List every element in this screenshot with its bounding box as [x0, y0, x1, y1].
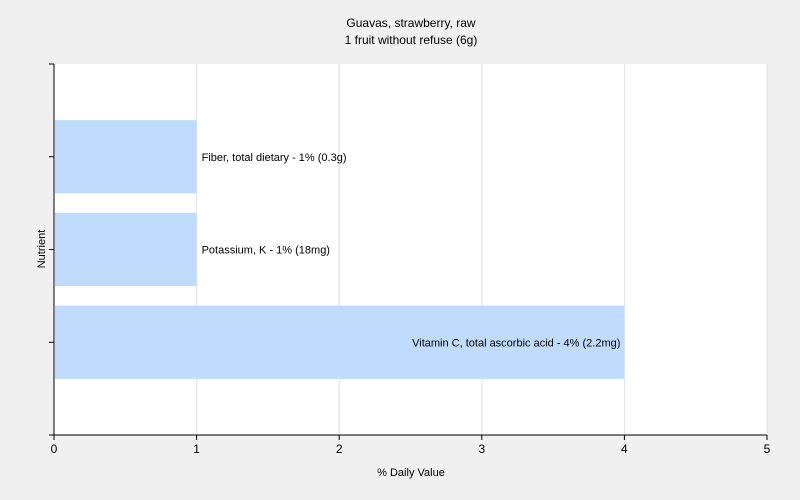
x-tick-label: 1	[193, 442, 200, 456]
x-tick-label: 4	[621, 442, 628, 456]
x-axis-title: % Daily Value	[377, 467, 445, 479]
y-axis-title: Nutrient	[36, 230, 48, 269]
bar-label: Vitamin C, total ascorbic acid - 4% (2.2…	[412, 337, 620, 349]
bar-label: Potassium, K - 1% (18mg)	[202, 245, 330, 257]
bar	[55, 120, 197, 194]
bars	[55, 120, 625, 379]
x-ticks: 0 1 2 3 4 5	[51, 435, 771, 456]
y-ticks	[49, 63, 54, 436]
bar	[55, 305, 625, 379]
bar	[55, 212, 197, 287]
x-tick-label: 2	[336, 442, 343, 456]
chart-title: Guavas, strawberry, raw	[346, 16, 475, 30]
chart-subtitle: 1 fruit without refuse (6g)	[345, 33, 478, 47]
x-tick-label: 5	[764, 442, 771, 456]
bar-label: Fiber, total dietary - 1% (0.3g)	[202, 152, 347, 164]
x-tick-label: 0	[51, 442, 58, 456]
x-tick-label: 3	[478, 442, 485, 456]
data-labels: Fiber, total dietary - 1% (0.3g) Potassiu…	[202, 152, 621, 350]
